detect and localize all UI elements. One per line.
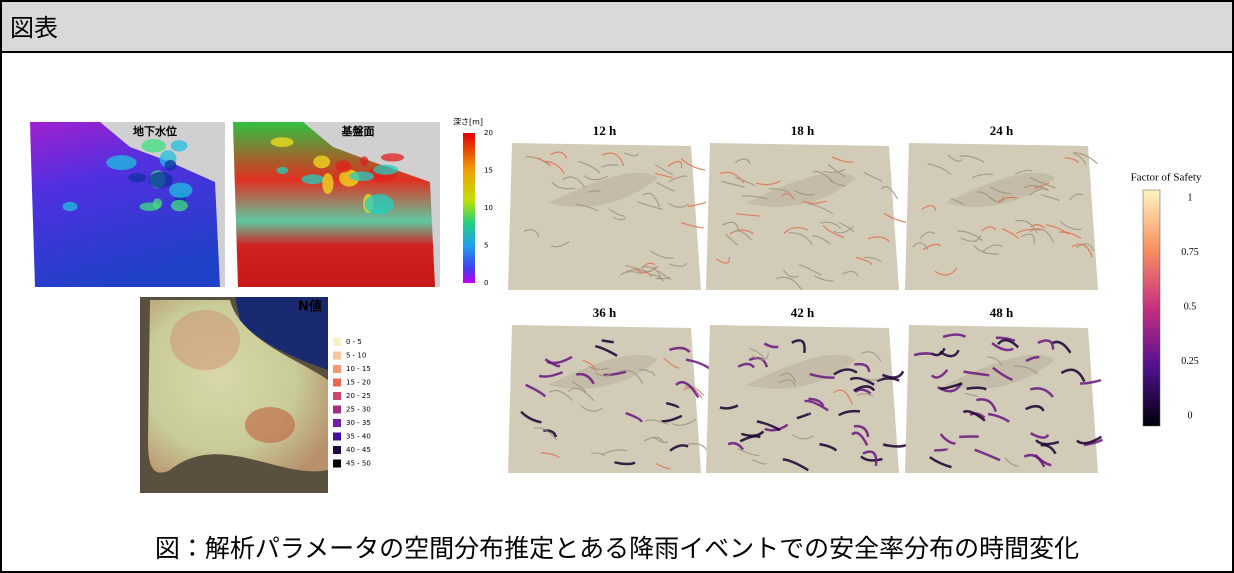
map-blob <box>128 173 146 182</box>
depth-tick-label: 15 <box>484 167 493 175</box>
fos-tick-label: 1 <box>1188 192 1193 203</box>
fos-map <box>905 325 1098 473</box>
n-legend-label: 35 - 40 <box>346 433 371 441</box>
map-label: 地下水位 <box>133 124 177 138</box>
n-legend-swatch <box>333 406 341 414</box>
fos-tick-label: 0.5 <box>1184 301 1197 312</box>
time-label: 18 h <box>791 123 815 138</box>
map-blob <box>313 155 330 168</box>
n-legend-swatch <box>333 446 341 454</box>
n-legend-swatch <box>333 365 341 373</box>
map-blob <box>365 194 394 215</box>
n-legend-label: 0 - 5 <box>346 338 362 346</box>
n-legend-swatch <box>333 392 341 400</box>
time-label: 24 h <box>990 123 1014 138</box>
map-blob <box>148 172 172 188</box>
n-legend-swatch <box>333 379 341 387</box>
time-label: 36 h <box>593 305 617 320</box>
n-legend-label: 20 - 25 <box>346 392 371 400</box>
map-blob <box>165 160 177 171</box>
n-legend-label: 15 - 20 <box>346 379 371 387</box>
n-legend-swatch <box>333 433 341 441</box>
map-blob <box>381 153 404 161</box>
page: {"header": {"title": "図表"}, "figure": { … <box>0 0 1234 573</box>
time-label: 48 h <box>990 305 1014 320</box>
map-blob <box>63 202 78 211</box>
map-label: 基盤面 <box>341 124 375 138</box>
depth-tick-label: 10 <box>484 204 493 212</box>
map-blob <box>335 160 351 172</box>
depth-tick-label: 0 <box>484 279 488 287</box>
header-bar <box>2 2 1232 52</box>
map-blob <box>360 156 368 166</box>
map-blob <box>171 140 188 152</box>
n-legend-label: 10 - 15 <box>346 365 371 373</box>
map-blob <box>142 139 166 152</box>
fos-colorbar <box>1143 190 1160 426</box>
time-label: 42 h <box>791 305 815 320</box>
header-title: 図表 <box>10 14 58 42</box>
n-legend-swatch <box>333 338 341 346</box>
fos-tick-label: 0 <box>1188 410 1193 421</box>
caption: 図：解析パラメータの空間分布推定とある降雨イベントでの安全率分布の時間変化 <box>155 534 1079 563</box>
map-blob <box>106 155 136 170</box>
map-blob <box>140 202 160 211</box>
n-map-zone <box>170 310 240 370</box>
n-legend-swatch <box>333 419 341 427</box>
fos-map <box>706 143 899 290</box>
n-legend-label: 30 - 35 <box>346 419 371 427</box>
n-map-zone <box>245 407 295 443</box>
map-blob <box>373 165 398 175</box>
n-legend-label: 40 - 45 <box>346 446 371 454</box>
time-label: 12 h <box>593 123 617 138</box>
map-blob <box>350 171 375 181</box>
depth-legend-title: 深さ[m] <box>453 118 483 127</box>
n-legend-label: 5 - 10 <box>346 352 366 360</box>
fos-tick-label: 0.75 <box>1181 247 1199 258</box>
n-map-title: N値 <box>298 299 322 315</box>
figure-frame: 図表 図：解析パラメータの空間分布推定とある降雨イベントでの安全率分布の時間変化… <box>0 0 1234 573</box>
map-blob <box>302 174 325 184</box>
n-legend-label: 25 - 30 <box>346 406 371 414</box>
n-legend-swatch <box>333 352 341 360</box>
n-legend-label: 45 - 50 <box>346 460 371 468</box>
depth-tick-label: 20 <box>484 129 493 137</box>
map-blob <box>171 200 188 211</box>
map-blob <box>169 183 192 198</box>
fos-map <box>508 143 701 290</box>
n-legend-swatch <box>333 460 341 468</box>
map-blob <box>276 167 288 174</box>
fos-legend-title: Factor of Safety <box>1131 172 1202 184</box>
map-blob <box>271 137 294 147</box>
fos-map <box>508 325 701 473</box>
map-blob <box>322 173 333 194</box>
depth-tick-label: 5 <box>484 242 488 250</box>
fos-tick-label: 0.25 <box>1181 356 1199 367</box>
depth-colorbar <box>463 133 475 283</box>
